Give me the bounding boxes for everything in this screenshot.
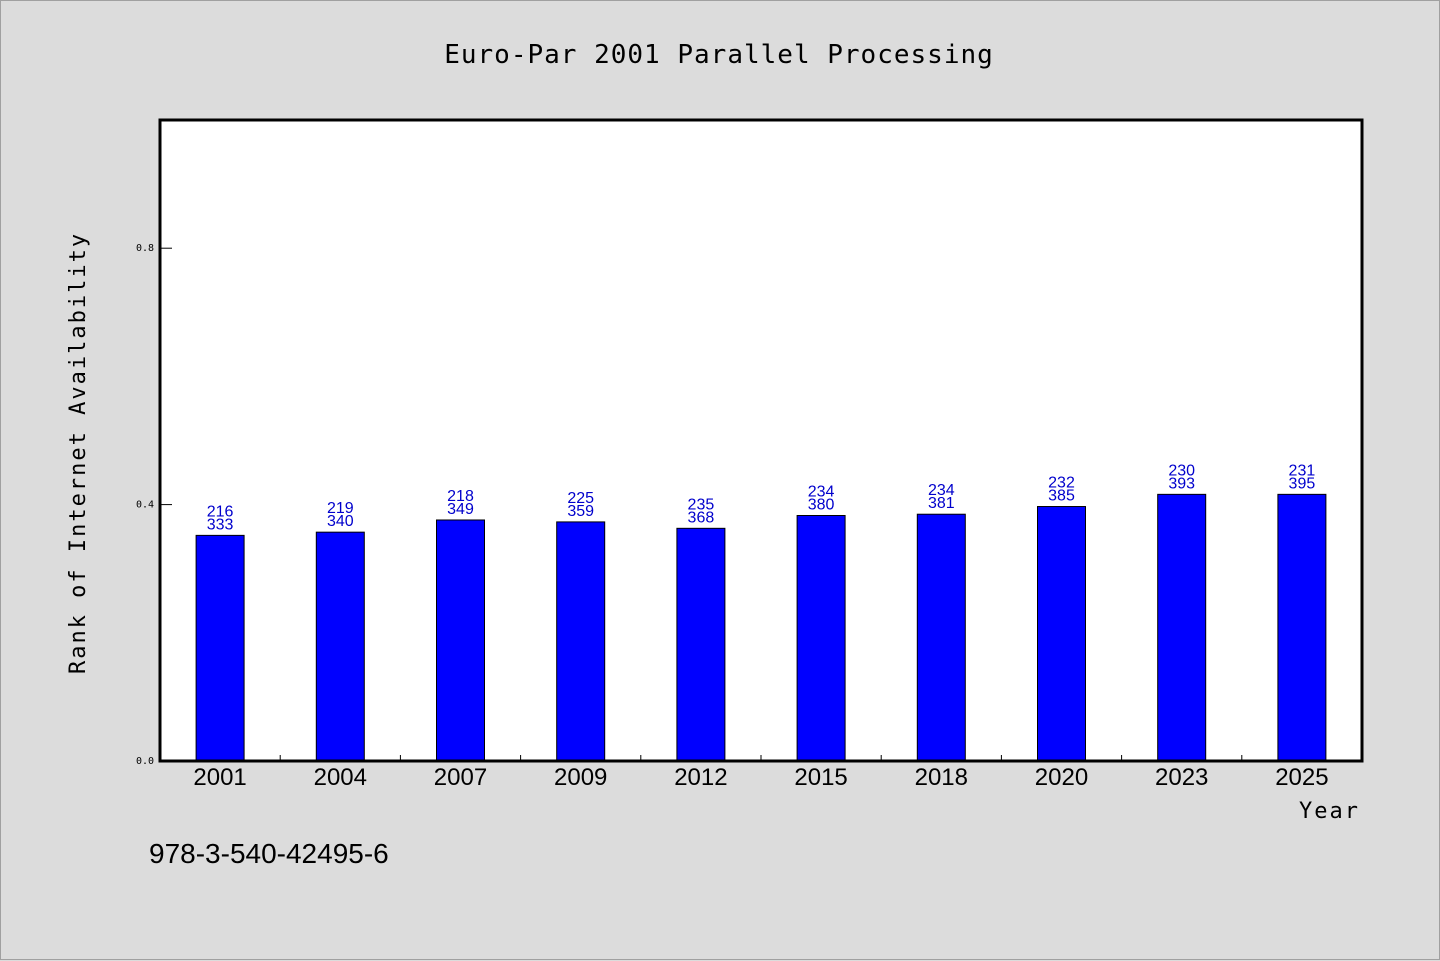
chart-title: Euro-Par 2001 Parallel Processing — [444, 40, 994, 70]
data-label-bottom: 380 — [808, 496, 835, 513]
bar-2012 — [676, 527, 726, 762]
data-label-top: 216 — [207, 503, 234, 520]
bar-2020 — [1037, 506, 1086, 762]
data-label-top: 225 — [567, 490, 594, 507]
data-label-top: 235 — [688, 496, 715, 513]
data-label-top: 218 — [447, 488, 474, 505]
x-tick-label: 2012 — [674, 764, 727, 791]
y-tick-label: 0.8 — [136, 243, 154, 254]
bar-2001 — [195, 534, 245, 762]
data-label-bottom: 395 — [1289, 475, 1316, 492]
x-tick-label: 2015 — [794, 764, 847, 791]
bar-2018 — [916, 513, 966, 762]
data-label-bottom: 340 — [327, 513, 354, 530]
x-tick-label: 2009 — [554, 764, 607, 791]
bar-2025 — [1277, 493, 1327, 762]
data-label-top: 219 — [327, 500, 354, 517]
x-axis-label: Year — [1299, 799, 1360, 824]
data-label-bottom: 333 — [207, 516, 234, 533]
data-label-bottom: 381 — [928, 495, 955, 512]
bar-series — [195, 493, 1327, 762]
data-label-bottom: 393 — [1168, 475, 1195, 492]
bar-2004 — [315, 531, 365, 762]
x-tick-label: 2023 — [1155, 764, 1208, 791]
data-label-top: 232 — [1048, 475, 1075, 492]
data-label-top: 234 — [808, 483, 835, 500]
x-tick-label: 2018 — [915, 764, 968, 791]
data-label-top: 234 — [928, 482, 955, 499]
x-axis-ticks: 2001 2004 2007 2009 2012 2015 2018 2020 2023 2025 — [193, 755, 1329, 791]
x-tick-label: 2007 — [434, 764, 487, 791]
data-label-top: 231 — [1289, 462, 1316, 479]
data-label-bottom: 385 — [1048, 488, 1075, 505]
data-label-bottom: 359 — [567, 503, 594, 520]
bar-2007 — [436, 519, 485, 762]
x-tick-label: 2004 — [314, 764, 367, 791]
data-label-bottom: 349 — [447, 501, 474, 518]
bar-2023 — [1157, 493, 1207, 762]
bar-2015 — [796, 514, 846, 762]
x-tick-label: 2025 — [1275, 764, 1328, 791]
y-tick-label: 0.0 — [136, 756, 154, 767]
x-tick-label: 2001 — [193, 764, 246, 791]
plot-border — [158, 118, 1364, 763]
isbn-footnote: 978-3-540-42495-6 — [149, 838, 389, 869]
data-label-top: 230 — [1168, 462, 1195, 479]
y-axis-label: Rank of Internet Availability — [66, 232, 91, 674]
data-label-bottom: 368 — [688, 509, 715, 526]
bar-2009 — [556, 521, 606, 762]
y-tick-label: 0.4 — [136, 500, 154, 511]
x-tick-label: 2020 — [1035, 764, 1088, 791]
